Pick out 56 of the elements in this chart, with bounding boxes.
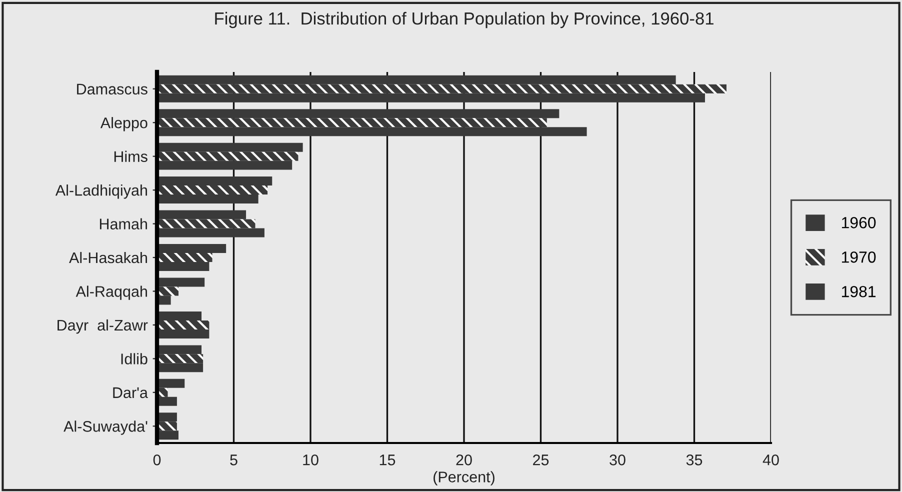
y-tick-label: Al-Raqqah	[76, 286, 147, 300]
y-tick-label: Hamah	[100, 218, 147, 230]
bar	[157, 363, 204, 372]
y-tick-label: Dar'a	[113, 387, 148, 398]
bar	[157, 176, 272, 186]
bar	[157, 278, 205, 287]
y-tick-label: Al-Ladhiqiyah	[55, 184, 147, 199]
x-tick-label: 10	[303, 454, 318, 466]
x-tick-label: 0	[153, 454, 161, 466]
bar	[157, 422, 177, 431]
x-tick-label: 30	[610, 454, 626, 466]
bar	[157, 93, 705, 102]
bar	[157, 262, 210, 271]
bar	[157, 210, 246, 220]
y-tick-label: Idlib	[121, 353, 148, 364]
bar	[157, 142, 303, 152]
bar	[157, 320, 210, 330]
chart-title: Figure 11. Distribution of Urban Population by Province, 1960-81	[215, 12, 714, 28]
y-tick-label: Al-Suwayda'	[64, 420, 148, 435]
bar	[157, 127, 587, 136]
bar	[157, 84, 726, 94]
y-tick-label: Aleppo	[100, 117, 148, 132]
y-tick-label: Damascus	[77, 84, 148, 95]
x-tick-label: 25	[533, 454, 549, 466]
bar	[157, 152, 298, 161]
bar	[157, 219, 256, 228]
bar	[157, 345, 202, 354]
bar	[157, 286, 178, 296]
bar	[157, 186, 268, 195]
legend-label: 1970	[842, 251, 876, 263]
x-tick-label: 5	[230, 454, 238, 466]
bar	[157, 378, 185, 388]
bar	[157, 194, 258, 204]
bar	[157, 75, 676, 84]
bar	[157, 311, 202, 320]
x-tick-label: 40	[762, 454, 779, 466]
x-axis-title: (Percent)	[434, 471, 494, 486]
y-tick-label: Al-Hasakah	[69, 252, 147, 264]
bar	[157, 253, 212, 262]
bar	[157, 396, 177, 406]
y-tick-label: Dayr al-Zawr	[58, 319, 148, 334]
legend-label: 1960	[842, 217, 876, 228]
legend-label: 1981	[842, 286, 876, 298]
bar	[157, 244, 226, 254]
bar	[157, 354, 204, 364]
bar	[157, 228, 264, 238]
x-tick-label: 20	[456, 454, 472, 466]
x-tick-label: 15	[380, 454, 396, 466]
bar	[157, 412, 177, 422]
bar	[157, 109, 560, 118]
bar	[157, 118, 547, 128]
y-tick-label: Hims	[114, 150, 148, 162]
bar	[157, 430, 178, 440]
bar	[157, 329, 210, 338]
bar	[157, 160, 292, 170]
x-tick-label: 35	[686, 454, 702, 466]
